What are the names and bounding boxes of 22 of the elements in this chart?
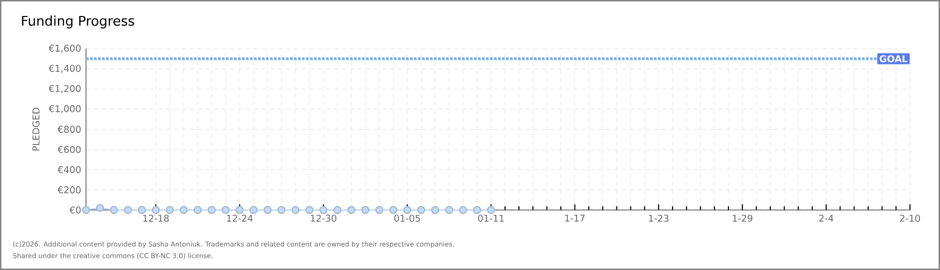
y-tick-label: €200 (58, 186, 81, 194)
y-tick-label: €0 (69, 206, 81, 214)
x-tick-label: 1-17 (565, 214, 585, 222)
x-tick-label: 01-05 (394, 214, 420, 222)
y-tick-label: €1,400 (48, 64, 81, 73)
x-tick-label: 12-30 (310, 214, 336, 222)
y-tick-label: €1,200 (48, 84, 81, 93)
x-tick-label: 1-23 (649, 214, 668, 222)
x-tick-label: 12-24 (227, 214, 253, 222)
x-tick-label: 01-11 (478, 214, 504, 222)
x-tick-label: 12-18 (143, 214, 169, 222)
y-tick-label: €400 (58, 166, 81, 174)
x-tick-label: 1-29 (732, 214, 752, 222)
x-tick-label: 2-10 (900, 214, 920, 222)
y-tick-label: €1,600 (48, 44, 81, 53)
y-tick-label: €1,000 (48, 105, 81, 114)
ref-line-label: GOAL (880, 55, 908, 62)
chart-title: Funding Progress (22, 16, 134, 28)
y-axis-title: PLEDGED (32, 108, 40, 151)
y-tick-label: €800 (58, 126, 81, 133)
x-tick-label: 2-4 (819, 214, 834, 222)
y-tick-label: €600 (58, 146, 81, 154)
